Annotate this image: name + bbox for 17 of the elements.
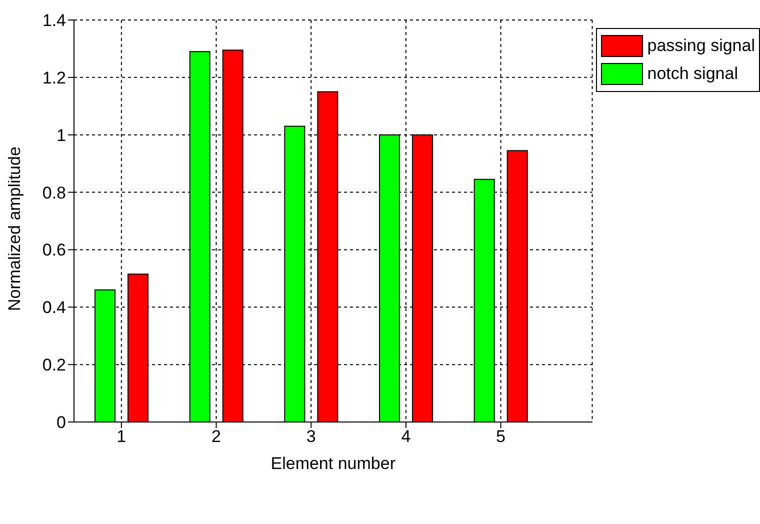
y-tick-label: 0.2 (42, 356, 66, 375)
x-tick-label: 3 (306, 427, 316, 446)
y-tick-label: 0 (56, 413, 66, 432)
y-axis-title: Normalized amplitude (5, 146, 24, 311)
y-tick-label: 0.8 (42, 183, 66, 202)
x-tick-label: 5 (496, 427, 506, 446)
x-tick-label: 4 (401, 427, 411, 446)
y-tick-label: 0.4 (42, 298, 66, 318)
x-tick-label: 1 (116, 427, 126, 446)
y-tick-label: 1.4 (42, 11, 66, 30)
y-tick-label: 0.6 (42, 240, 66, 260)
x-axis-title: Element number (270, 454, 396, 473)
y-tick-label: 1.2 (42, 68, 66, 88)
y-tick-label: 1 (56, 126, 66, 145)
legend-label: passing signal (647, 36, 755, 56)
x-tick-label: 2 (212, 427, 221, 446)
legend-label: notch signal (647, 64, 738, 84)
